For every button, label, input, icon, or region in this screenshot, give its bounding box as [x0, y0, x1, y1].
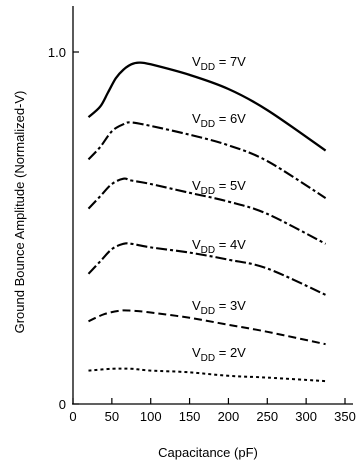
y-tick-label: 0: [59, 397, 66, 412]
series-label-subscript: DD: [201, 353, 215, 364]
x-tick-label: 50: [105, 409, 119, 424]
series-label-v: V: [192, 111, 201, 126]
series-label-v: V: [192, 237, 201, 252]
x-tick-label: 100: [140, 409, 162, 424]
series-line-3: [87, 242, 327, 296]
series-label-5: VDD = 2V: [192, 345, 246, 364]
series-line-1: [87, 121, 327, 199]
x-tick-label: 300: [295, 409, 317, 424]
x-tick-label: 150: [179, 409, 201, 424]
series-label-value: = 5V: [215, 178, 246, 193]
y-tick-label: 1.0: [48, 45, 66, 60]
x-tick-label: 250: [256, 409, 278, 424]
series-label-value: = 2V: [215, 345, 246, 360]
series-label-0: VDD = 7V: [192, 54, 246, 73]
series-label-4: VDD = 3V: [192, 298, 246, 317]
y-ticks: 01.0: [48, 45, 79, 412]
series-line-2: [87, 177, 327, 245]
series-lines: [87, 61, 327, 383]
series-label-v: V: [192, 54, 201, 69]
y-axis-title: Ground Bounce Amplitude (Normalized-V): [12, 91, 27, 334]
series-label-value: = 7V: [215, 54, 246, 69]
series-line-4: [88, 309, 326, 346]
series-label-3: VDD = 4V: [192, 237, 246, 256]
x-axis-title: Capacitance (pF): [158, 445, 258, 460]
series-label-value: = 4V: [215, 237, 246, 252]
x-tick-label: 350: [334, 409, 356, 424]
series-label-subscript: DD: [201, 306, 215, 317]
series-label-1: VDD = 6V: [192, 111, 246, 130]
series-label-subscript: DD: [201, 119, 215, 130]
series-label-subscript: DD: [201, 62, 215, 73]
series-label-subscript: DD: [201, 186, 215, 197]
series-line-0: [87, 61, 327, 152]
series-label-v: V: [192, 298, 201, 313]
series-line-5: [88, 367, 326, 383]
series-label-2: VDD = 5V: [192, 178, 246, 197]
series-label-v: V: [192, 345, 201, 360]
series-label-subscript: DD: [201, 245, 215, 256]
series-label-v: V: [192, 178, 201, 193]
series-label-value: = 3V: [215, 298, 246, 313]
x-tick-label: 200: [218, 409, 240, 424]
x-ticks: 0 50 100 150 200 250 300 350: [69, 398, 356, 424]
x-tick-label: 0: [69, 409, 76, 424]
series-label-value: = 6V: [215, 111, 246, 126]
